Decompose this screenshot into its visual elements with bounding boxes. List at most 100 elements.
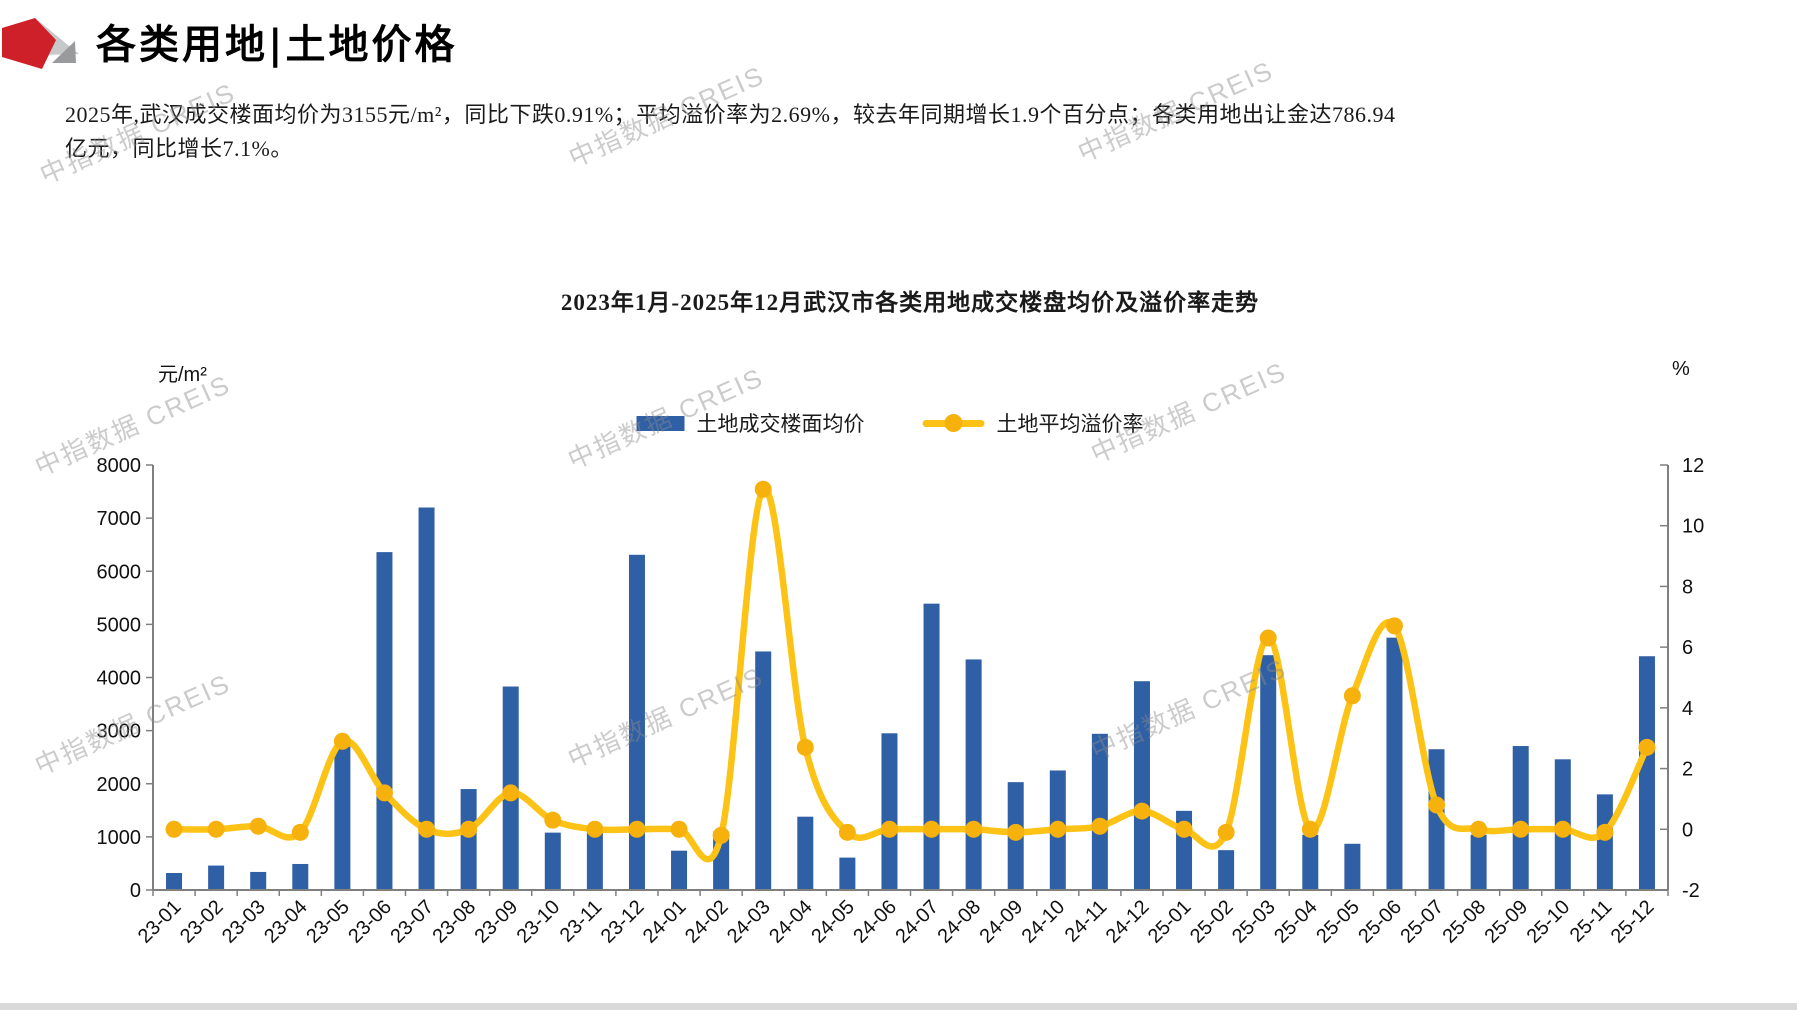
bar-23-05 <box>334 746 351 890</box>
bar-24-01 <box>671 850 688 890</box>
x-tick-label: 25-08 <box>1438 896 1490 948</box>
point-23-01 <box>165 820 183 838</box>
point-24-12 <box>1133 802 1151 820</box>
left-tick-label: 5000 <box>97 614 142 636</box>
x-tick-label: 24-05 <box>807 896 859 948</box>
bar-legend-label: 土地成交楼面均价 <box>696 412 865 436</box>
bar-25-05 <box>1344 843 1361 890</box>
point-23-09 <box>502 784 520 802</box>
bar-23-07 <box>418 507 435 890</box>
x-tick-label: 24-04 <box>765 896 817 948</box>
point-23-12 <box>628 820 646 838</box>
legend-item-premium: 土地平均溢价率 <box>922 408 1144 438</box>
left-tick-label: 7000 <box>97 508 142 530</box>
footer-strip <box>0 1003 1797 1010</box>
point-24-02 <box>712 826 730 844</box>
point-25-05 <box>1343 687 1361 705</box>
bar-23-08 <box>460 789 477 890</box>
bar-24-11 <box>1091 733 1108 890</box>
bar-23-10 <box>544 832 561 890</box>
bar-series <box>166 507 1655 890</box>
point-23-10 <box>544 811 562 829</box>
bar-24-12 <box>1133 681 1150 890</box>
point-23-03 <box>249 817 267 835</box>
x-tick-label: 25-05 <box>1312 896 1364 948</box>
left-tick-label: 6000 <box>97 561 142 583</box>
x-tick-label: 25-02 <box>1186 896 1238 948</box>
right-tick-label: 2 <box>1682 759 1693 781</box>
line-legend-swatch <box>922 414 985 432</box>
left-tick-label: 2000 <box>97 774 142 796</box>
bar-23-03 <box>250 871 267 890</box>
point-25-12 <box>1638 738 1656 756</box>
right-tick-label: 6 <box>1682 637 1693 659</box>
x-tick-label: 23-08 <box>428 896 480 948</box>
point-25-11 <box>1596 823 1614 841</box>
bar-23-06 <box>376 552 393 890</box>
bar-25-02 <box>1218 850 1235 890</box>
summary-text: 2025年,武汉成交楼面均价为3155元/m²，同比下跌0.91%；平均溢价率为… <box>65 98 1565 166</box>
right-tick-label: 0 <box>1682 819 1693 841</box>
left-tick-label: 4000 <box>97 668 142 690</box>
x-tick-label: 24-11 <box>1061 896 1112 947</box>
left-tick-label: 0 <box>130 880 141 902</box>
bar-25-12 <box>1638 656 1655 890</box>
premium-line <box>170 485 1651 863</box>
creis-logo <box>2 16 82 72</box>
point-24-10 <box>1049 820 1067 838</box>
point-24-01 <box>670 820 688 838</box>
x-tick-label: 23-07 <box>386 896 438 948</box>
premium-points <box>165 480 1656 844</box>
legend-item-price: 土地成交楼面均价 <box>636 408 865 438</box>
x-tick-label: 23-04 <box>260 896 312 948</box>
bar-24-03 <box>755 651 772 890</box>
bar-23-01 <box>166 873 183 890</box>
x-tick-label: 25-06 <box>1354 896 1406 948</box>
point-25-03 <box>1259 629 1277 647</box>
bar-23-02 <box>208 865 225 890</box>
point-24-04 <box>796 738 814 756</box>
x-tick-label: 23-12 <box>597 896 649 948</box>
x-tick-label: 24-02 <box>681 896 733 948</box>
x-tick-label: 25-11 <box>1566 896 1617 947</box>
x-tick-label: 24-10 <box>1018 896 1070 948</box>
left-tick-label: 8000 <box>97 455 142 477</box>
x-tick-label: 24-12 <box>1102 896 1154 948</box>
right-tick-label: 8 <box>1682 576 1693 598</box>
right-axis-unit: % <box>1672 358 1690 380</box>
x-tick-label: 23-01 <box>134 896 186 948</box>
page-title: 各类用地|土地价格 <box>96 21 458 68</box>
x-tick-label: 23-10 <box>513 896 565 948</box>
x-tick-label: 23-11 <box>556 896 607 947</box>
bar-25-04 <box>1302 834 1319 890</box>
bar-24-06 <box>881 733 898 890</box>
point-24-07 <box>923 820 941 838</box>
x-tick-label: 23-03 <box>218 896 270 948</box>
x-tick-label: 24-09 <box>976 896 1028 948</box>
left-tick-label: 3000 <box>97 721 142 743</box>
bar-24-05 <box>839 857 856 890</box>
point-25-08 <box>1470 820 1488 838</box>
x-tick-label: 23-06 <box>344 896 396 948</box>
left-tick-label: 1000 <box>97 827 142 849</box>
point-25-09 <box>1512 820 1530 838</box>
point-24-03 <box>754 480 772 498</box>
point-25-07 <box>1428 796 1446 814</box>
bar-24-07 <box>923 603 940 890</box>
bar-legend-swatch <box>636 415 685 431</box>
right-tick-label: -2 <box>1682 880 1700 902</box>
x-tick-label: 24-07 <box>891 896 943 948</box>
x-tick-label: 23-09 <box>471 896 523 948</box>
point-23-11 <box>586 820 604 838</box>
x-tick-label: 23-05 <box>302 896 354 948</box>
chart-legend: 土地成交楼面均价 土地平均溢价率 <box>636 408 1144 438</box>
right-tick-label: 10 <box>1682 516 1704 538</box>
right-tick-label: 4 <box>1682 698 1693 720</box>
point-23-07 <box>418 820 436 838</box>
x-tick-label: 24-03 <box>723 896 775 948</box>
chart-title: 2023年1月-2025年12月武汉市各类用地成交楼盘均价及溢价率走势 <box>560 290 1260 315</box>
bar-23-04 <box>292 863 309 890</box>
bar-25-06 <box>1386 637 1403 890</box>
